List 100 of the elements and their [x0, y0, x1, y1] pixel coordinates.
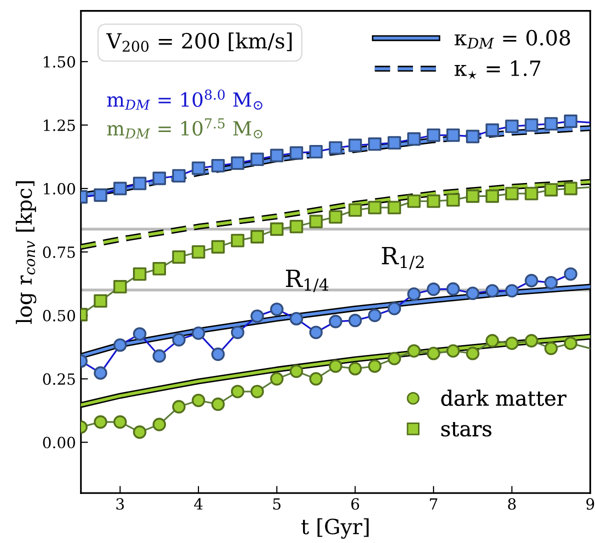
- point: [211, 158, 225, 172]
- point: [524, 118, 538, 132]
- point: [446, 193, 460, 207]
- point: [211, 348, 225, 361]
- point: [328, 314, 342, 328]
- point: [250, 152, 264, 166]
- point: [368, 308, 382, 322]
- point: [544, 342, 558, 356]
- legend-label: stars: [441, 422, 492, 437]
- point: [426, 282, 440, 296]
- point: [486, 284, 500, 298]
- point: [505, 284, 519, 298]
- point: [328, 141, 342, 155]
- point: [466, 346, 480, 360]
- point: [270, 302, 284, 316]
- point: [388, 136, 402, 150]
- point: [230, 234, 244, 248]
- point: [290, 146, 304, 160]
- x-tick-label: 3: [116, 498, 124, 510]
- point: [230, 156, 244, 170]
- point: [466, 189, 480, 203]
- point: [290, 364, 304, 378]
- point: [152, 262, 166, 276]
- point: [446, 128, 460, 142]
- point: [426, 194, 440, 208]
- point: [172, 333, 186, 346]
- point: [192, 394, 206, 408]
- point: [505, 336, 519, 350]
- ref-line-label: R$_{1/4}$: [286, 270, 328, 292]
- legend-label: κ$_{DM}$ = 0.08: [454, 30, 570, 49]
- y-tick-label: 0.25: [43, 373, 75, 385]
- point: [426, 128, 440, 142]
- point: [113, 280, 127, 294]
- point: [486, 189, 500, 203]
- point: [446, 282, 460, 296]
- point: [368, 137, 382, 151]
- x-axis-title: t [Gyr]: [301, 518, 369, 539]
- point: [94, 188, 108, 202]
- point: [486, 334, 500, 348]
- point: [348, 203, 362, 217]
- point: [172, 169, 186, 183]
- legend-label: κ$_{⋆}$ = 1.7: [454, 60, 540, 80]
- point: [152, 172, 166, 186]
- point: [524, 274, 538, 288]
- point: [388, 352, 402, 366]
- point: [172, 400, 186, 414]
- point: [466, 130, 480, 144]
- point: [407, 132, 421, 146]
- y-tick-label: 1.25: [44, 120, 75, 132]
- point: [348, 314, 362, 328]
- point: [230, 384, 244, 398]
- x-tick-label: 7: [430, 498, 438, 510]
- point: [94, 294, 108, 308]
- point: [426, 346, 440, 360]
- point: [486, 123, 500, 137]
- point: [564, 336, 578, 350]
- point: [250, 384, 264, 398]
- point: [368, 200, 382, 214]
- point: [309, 326, 323, 340]
- point: [211, 240, 225, 254]
- y-tick-label: 1.00: [44, 182, 76, 195]
- point: [309, 144, 323, 158]
- point: [564, 114, 578, 128]
- point: [113, 415, 127, 429]
- point: [348, 138, 362, 152]
- point: [407, 344, 421, 358]
- point: [544, 276, 558, 290]
- point: [328, 210, 342, 224]
- point: [328, 359, 342, 373]
- x-tick-label: 5: [273, 498, 280, 510]
- point: [113, 338, 127, 352]
- point: [564, 267, 578, 281]
- legend-label: dark matter: [441, 390, 566, 406]
- point: [192, 326, 206, 340]
- point: [309, 214, 323, 228]
- point: [113, 182, 127, 196]
- point: [192, 245, 206, 259]
- point: [388, 302, 402, 316]
- point: [564, 182, 578, 196]
- point: [250, 309, 264, 323]
- point: [348, 362, 362, 376]
- point: [290, 312, 304, 326]
- point: [132, 327, 146, 341]
- point: [368, 359, 382, 373]
- point: [94, 415, 108, 429]
- point: [524, 186, 538, 200]
- point: [132, 425, 146, 439]
- point: [505, 120, 519, 134]
- text: m$_{DM}$ = 10$^{7.5}$ M$_{⊙}$: [107, 118, 262, 138]
- x-tick-label: 6: [351, 498, 360, 510]
- point: [544, 117, 558, 131]
- point: [270, 148, 284, 162]
- point: [388, 200, 402, 214]
- point: [172, 250, 186, 264]
- y-tick-label: 0.00: [43, 436, 76, 448]
- point: [270, 372, 284, 386]
- point: [132, 176, 146, 190]
- point: [544, 183, 558, 196]
- point: [211, 398, 225, 411]
- x-tick-label: 9: [586, 498, 594, 510]
